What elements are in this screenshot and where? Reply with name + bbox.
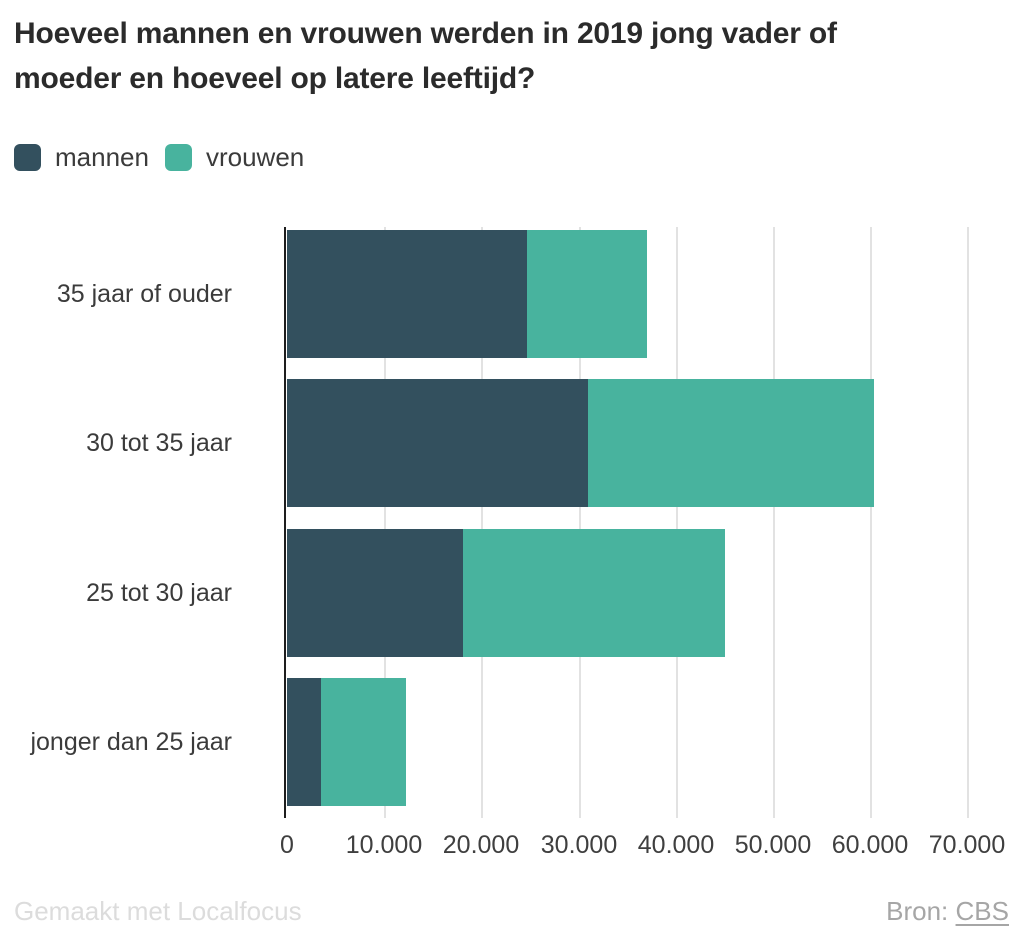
legend-label: vrouwen [205, 142, 305, 172]
x-tick-label: 40.000 [637, 831, 715, 859]
plot-area [284, 227, 1015, 818]
bar-segment-vrouwen-3[interactable] [321, 678, 406, 806]
x-tick-label: 70.000 [928, 831, 1006, 859]
x-tick-label: 50.000 [734, 831, 812, 859]
legend-swatch-vrouwen [164, 144, 192, 171]
source-link-cbs[interactable]: CBS [955, 896, 1009, 926]
gridline [870, 227, 872, 818]
source-text: Bron: CBS [886, 896, 1009, 927]
source-label: Bron: [886, 896, 949, 926]
bar-segment-vrouwen-0[interactable] [527, 230, 647, 358]
x-tick-label: 20.000 [442, 831, 520, 859]
gridline [384, 227, 386, 818]
gridline [773, 227, 775, 818]
bar-segment-vrouwen-2[interactable] [463, 529, 725, 657]
legend-item-vrouwen: vrouwen [164, 142, 305, 173]
category-label: 35 jaar of ouder [56, 279, 232, 308]
bar-segment-mannen-1[interactable] [287, 379, 588, 507]
gridline [676, 227, 678, 818]
legend-swatch-mannen [14, 144, 41, 171]
legend-label: mannen [55, 142, 149, 172]
x-tick-label: 30.000 [540, 831, 618, 859]
y-axis-line [284, 227, 286, 818]
footer: Gemaakt met Localfocus Bron: CBS [14, 896, 1009, 927]
category-label: 25 tot 30 jaar [86, 578, 232, 607]
gridline [579, 227, 581, 818]
gridline [967, 227, 969, 818]
legend-item-mannen: mannen [14, 142, 149, 173]
gridline [481, 227, 483, 818]
bar-segment-mannen-3[interactable] [287, 678, 321, 806]
category-label: jonger dan 25 jaar [30, 727, 232, 756]
category-label: 30 tot 35 jaar [86, 428, 232, 457]
bar-segment-mannen-2[interactable] [287, 529, 463, 657]
chart-title: Hoeveel mannen en vrouwen werden in 2019… [14, 17, 837, 95]
legend: mannen vrouwen [14, 142, 304, 173]
x-tick-label: 60.000 [831, 831, 909, 859]
x-tick-label: 10.000 [345, 831, 423, 859]
bar-segment-mannen-0[interactable] [287, 230, 527, 358]
x-tick-label: 0 [280, 831, 294, 859]
credit-text: Gemaakt met Localfocus [14, 896, 302, 926]
bar-segment-vrouwen-1[interactable] [588, 379, 874, 507]
